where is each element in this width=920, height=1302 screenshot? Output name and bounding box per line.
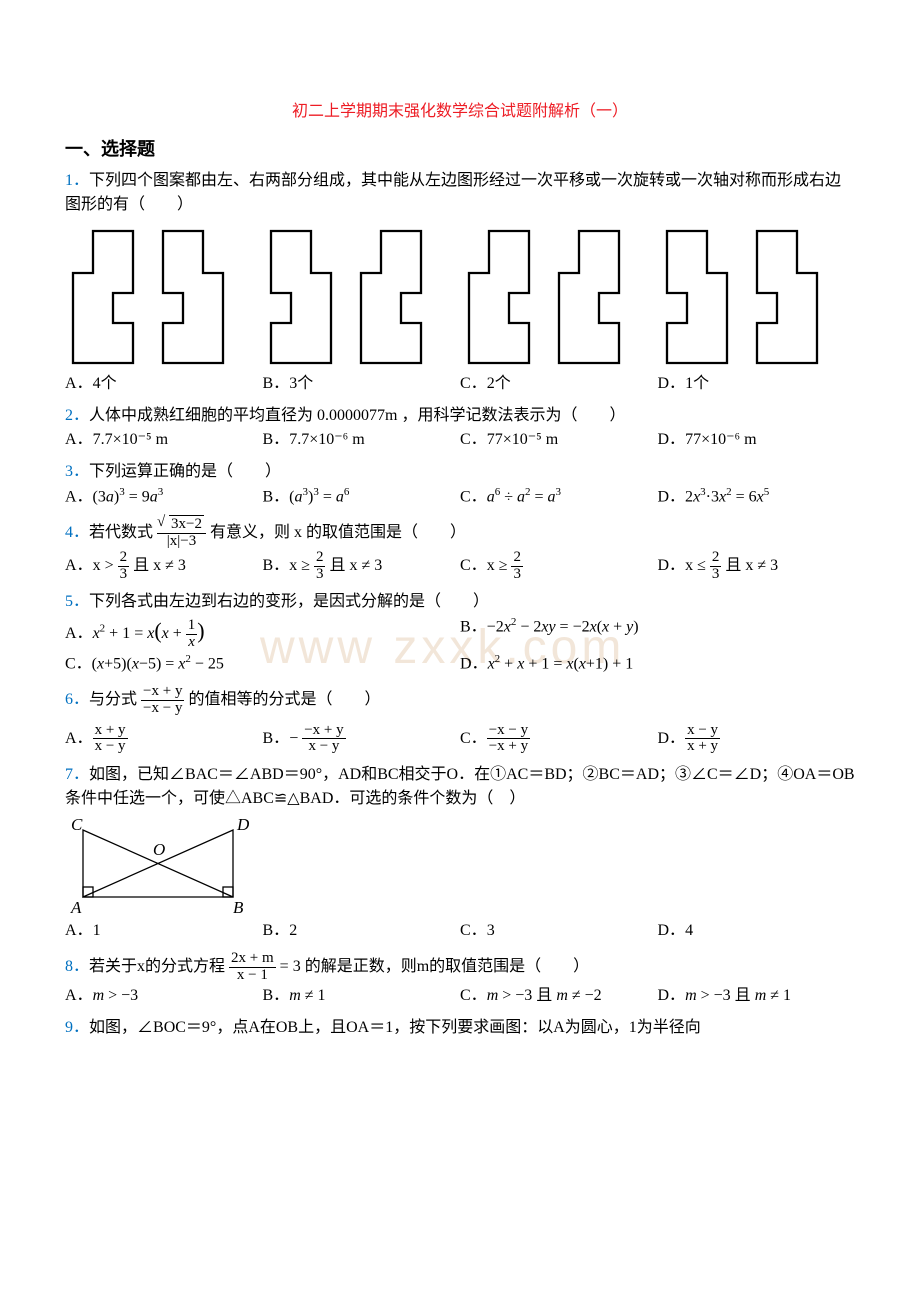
question-1: 1．下列四个图案都由左、右两部分组成，其中能从左边图形经过一次平移或一次旋转或一… [65, 169, 855, 396]
q7-opt-a: A．1 [65, 919, 263, 943]
q1-fig-1 [65, 223, 245, 368]
q4-opt-b: B．x ≥ 23 且 x ≠ 3 [263, 550, 461, 583]
q6-opt-d: D．x − yx + y [658, 723, 856, 756]
q6-opt-b: B．− −x + yx − y [263, 723, 461, 756]
question-7: 7．如图，已知∠BAC＝∠ABD＝90°，AD和BC相交于O．在①AC＝BD；②… [65, 763, 855, 943]
q9-text: 如图，∠BOC＝9°，点A在OB上，且OA＝1，按下列要求画图：以A为圆心，1为… [89, 1019, 701, 1036]
q5-opts-row2: C．(x+5)(x−5) = x2 − 25 D．x2 + x + 1 = x(… [65, 651, 855, 676]
q1-opt-c: C．2个 [460, 372, 658, 396]
q7-label-a: A [70, 898, 82, 915]
q1-fig-4 [659, 223, 839, 368]
q3-opt-d: D．2x3·3x2 = 6x5 [658, 484, 856, 509]
q4-opt-d: D．x ≤ 23 且 x ≠ 3 [658, 550, 856, 583]
q3-opt-c: C．a6 ÷ a2 = a3 [460, 484, 658, 509]
page-title: 初二上学期期末强化数学综合试题附解析（一） [65, 100, 855, 124]
q6-num: 6． [65, 691, 89, 708]
q5-opt-a: A．x2 + 1 = x⁠(x + 1x) [65, 614, 460, 651]
q1-fig-3 [461, 223, 641, 368]
q8-opt-a: A．m > −3 [65, 984, 263, 1008]
q4-opt-c: C．x ≥ 23 [460, 550, 658, 583]
q8-opt-d: D．m > −3 且 m ≠ 1 [658, 984, 856, 1008]
q6-text-post: 的值相等的分式是（ ） [188, 691, 380, 708]
q2-num: 2． [65, 407, 89, 424]
page-content: 初二上学期期末强化数学综合试题附解析（一） 一、选择题 1．下列四个图案都由左、… [65, 100, 855, 1040]
q6-opt-a: A．x + yx − y [65, 723, 263, 756]
q7-opt-b: B．2 [263, 919, 461, 943]
q6-frac: −x + y −x − y [141, 684, 184, 717]
q7-num: 7． [65, 766, 89, 783]
q4-num: 4． [65, 524, 89, 541]
q3-opt-b: B．(a3)3 = a6 [263, 484, 461, 509]
question-2: 2．人体中成熟红细胞的平均直径为 0.0000077m ，用科学记数法表示为（ … [65, 404, 855, 452]
q1-opt-b: B．3个 [263, 372, 461, 396]
q6-text-pre: 与分式 [89, 691, 141, 708]
q6-opt-c: C．−x − y−x + y [460, 723, 658, 756]
question-4: 4．若代数式 3x−2 |x|−3 有意义，则 x 的取值范围是（ ） A．x … [65, 517, 855, 582]
q8-opt-b: B．m ≠ 1 [263, 984, 461, 1008]
q5-opt-d: D．x2 + x + 1 = x(x+1) + 1 [460, 651, 855, 676]
q1-figures [65, 223, 855, 368]
q2-opts: A．7.7×10⁻⁵ m B．7.7×10⁻⁶ m C．77×10⁻⁵ m D．… [65, 428, 855, 452]
q8-num: 8． [65, 958, 89, 975]
q2-opt-c: C．77×10⁻⁵ m [460, 428, 658, 452]
q7-figure: A B C D O [65, 815, 855, 915]
section-heading: 一、选择题 [65, 136, 855, 163]
q5-opt-c: C．(x+5)(x−5) = x2 − 25 [65, 651, 460, 676]
q7-text: 如图，已知∠BAC＝∠ABD＝90°，AD和BC相交于O．在①AC＝BD；②BC… [65, 766, 855, 807]
q3-opts: A．(3a)3 = 9a3 B．(a3)3 = a6 C．a6 ÷ a2 = a… [65, 484, 855, 509]
q8-text-pre: 若关于x的分式方程 [89, 958, 229, 975]
q5-opts-row1: A．x2 + 1 = x⁠(x + 1x) B．−2x2 − 2xy = −2x… [65, 614, 855, 651]
q7-opts: A．1 B．2 C．3 D．4 [65, 919, 855, 943]
q1-text: 下列四个图案都由左、右两部分组成，其中能从左边图形经过一次平移或一次旋转或一次轴… [65, 172, 841, 213]
q7-label-b: B [233, 898, 244, 915]
q2-text: 人体中成熟红细胞的平均直径为 0.0000077m ，用科学记数法表示为（ ） [89, 407, 625, 424]
question-9: 9．如图，∠BOC＝9°，点A在OB上，且OA＝1，按下列要求画图：以A为圆心，… [65, 1016, 855, 1040]
question-5: 5．下列各式由左边到右边的变形，是因式分解的是（ ） A．x2 + 1 = x⁠… [65, 590, 855, 676]
q1-opt-d: D．1个 [658, 372, 856, 396]
q9-num: 9． [65, 1019, 89, 1036]
q4-frac: 3x−2 |x|−3 [157, 517, 206, 550]
q5-opt-b: B．−2x2 − 2xy = −2x(x + y) [460, 614, 855, 651]
q7-label-c: C [71, 815, 83, 834]
question-3: 3．下列运算正确的是（ ） A．(3a)3 = 9a3 B．(a3)3 = a6… [65, 460, 855, 509]
q2-opt-d: D．77×10⁻⁶ m [658, 428, 856, 452]
q5-text: 下列各式由左边到右边的变形，是因式分解的是（ ） [89, 593, 489, 610]
q4-text-post: 有意义，则 x 的取值范围是（ ） [210, 524, 466, 541]
q7-label-d: D [236, 815, 250, 834]
q1-opt-a: A．4个 [65, 372, 263, 396]
q3-opt-a: A．(3a)3 = 9a3 [65, 484, 263, 509]
q1-fig-2 [263, 223, 443, 368]
question-8: 8．若关于x的分式方程 2x + m x − 1 = 3 的解是正数，则m的取值… [65, 951, 855, 1008]
q8-opts: A．m > −3 B．m ≠ 1 C．m > −3 且 m ≠ −2 D．m >… [65, 984, 855, 1008]
q8-text-post: = 3 的解是正数，则m的取值范围是（ ） [280, 958, 589, 975]
q1-opts: A．4个 B．3个 C．2个 D．1个 [65, 372, 855, 396]
q7-opt-c: C．3 [460, 919, 658, 943]
q2-opt-b: B．7.7×10⁻⁶ m [263, 428, 461, 452]
q4-text-pre: 若代数式 [89, 524, 157, 541]
q4-opt-a: A．x > 23 且 x ≠ 3 [65, 550, 263, 583]
q4-opts: A．x > 23 且 x ≠ 3 B．x ≥ 23 且 x ≠ 3 C．x ≥ … [65, 550, 855, 583]
q7-label-o: O [153, 840, 165, 859]
q5-num: 5． [65, 593, 89, 610]
q8-frac: 2x + m x − 1 [229, 951, 276, 984]
q3-text: 下列运算正确的是（ ） [89, 463, 281, 480]
question-6: 6．与分式 −x + y −x − y 的值相等的分式是（ ） A．x + yx… [65, 684, 855, 755]
q7-opt-d: D．4 [658, 919, 856, 943]
q1-num: 1． [65, 172, 89, 189]
q3-num: 3． [65, 463, 89, 480]
q2-opt-a: A．7.7×10⁻⁵ m [65, 428, 263, 452]
q8-opt-c: C．m > −3 且 m ≠ −2 [460, 984, 658, 1008]
q6-opts: A．x + yx − y B．− −x + yx − y C．−x − y−x … [65, 723, 855, 756]
